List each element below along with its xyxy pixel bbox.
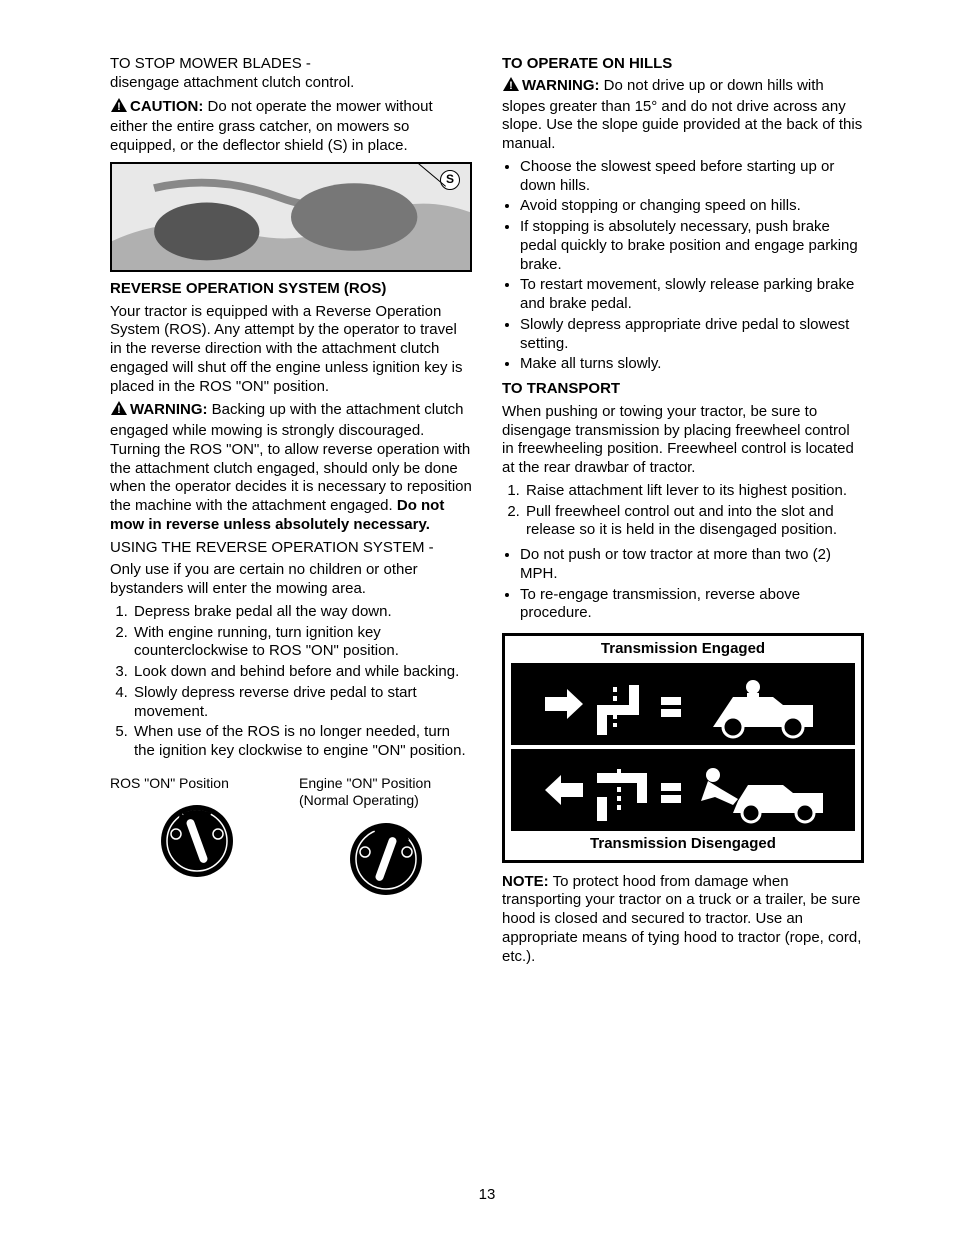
ros-steps-list: Depress brake pedal all the way down. Wi… (110, 603, 472, 761)
note-text: To protect hood from damage when transpo… (502, 873, 861, 965)
right-column: TO OPERATE ON HILLS ! WARNING: Do not dr… (502, 55, 864, 1176)
left-column: TO STOP MOWER BLADES - disengage attachm… (110, 55, 472, 1176)
hills-heading: TO OPERATE ON HILLS (502, 55, 864, 74)
list-item: When use of the ROS is no longer needed,… (132, 723, 472, 761)
list-item: Slowly depress reverse drive pedal to st… (132, 684, 472, 722)
list-item: Pull freewheel control out and into the … (524, 503, 864, 541)
ign-ros-icon (110, 802, 283, 885)
list-item: If stopping is absolutely necessary, pus… (520, 218, 864, 274)
list-item: Do not push or tow tractor at more than … (520, 546, 864, 584)
list-item: Avoid stopping or changing speed on hill… (520, 197, 864, 216)
caution-icon: ! (110, 97, 128, 119)
deflector-diagram: S (110, 162, 472, 272)
list-item: Choose the slowest speed before starting… (520, 158, 864, 196)
ign-engine-label1: Engine "ON" Position (299, 775, 472, 793)
warning-icon: ! (110, 400, 128, 422)
page-number: 13 (110, 1176, 864, 1205)
transport-bullets: Do not push or tow tractor at more than … (502, 546, 864, 623)
list-item: Make all turns slowly. (520, 355, 864, 374)
hills-warning-label: WARNING: (522, 77, 600, 94)
list-item: To re-engage transmission, reverse above… (520, 586, 864, 624)
svg-text:!: ! (117, 404, 121, 416)
hills-bullets: Choose the slowest speed before starting… (502, 158, 864, 374)
stop-blades-title: TO STOP MOWER BLADES - (110, 55, 311, 72)
svg-text:!: ! (117, 101, 121, 113)
ign-engine-label2: (Normal Operating) (299, 792, 472, 810)
ros-warning-label: WARNING: (130, 401, 208, 418)
ros-heading: REVERSE OPERATION SYSTEM (ROS) (110, 280, 472, 299)
list-item: Raise attachment lift lever to its highe… (524, 482, 864, 501)
note-label: NOTE: (502, 873, 549, 890)
caution-label: CAUTION: (130, 98, 203, 115)
svg-text:!: ! (509, 80, 513, 92)
trans-disengaged-panel (511, 749, 855, 831)
using-ros-intro: Only use if you are certain no children … (110, 561, 472, 599)
ignition-row: ROS "ON" Position E (110, 775, 472, 903)
list-item: Depress brake pedal all the way down. (132, 603, 472, 622)
warning-icon: ! (502, 76, 520, 98)
list-item: Slowly depress appropriate drive pedal t… (520, 316, 864, 354)
ros-text: Your tractor is equipped with a Reverse … (110, 303, 472, 397)
transport-steps: Raise attachment lift lever to its highe… (502, 482, 864, 540)
transport-intro: When pushing or towing your tractor, be … (502, 403, 864, 478)
ign-engine-icon (299, 820, 472, 903)
list-item: Look down and behind before and while ba… (132, 663, 472, 682)
list-item: To restart movement, slowly release park… (520, 276, 864, 314)
transmission-diagram: Transmission Engaged (502, 633, 864, 863)
list-item: With engine running, turn ignition key c… (132, 624, 472, 662)
ign-ros-label: ROS "ON" Position (110, 775, 283, 793)
using-ros-title: USING THE REVERSE OPERATION SYSTEM - (110, 539, 472, 558)
transport-heading: TO TRANSPORT (502, 380, 864, 399)
trans-disengaged-label: Transmission Disengaged (511, 835, 855, 854)
trans-engaged-label: Transmission Engaged (511, 640, 855, 659)
trans-engaged-panel (511, 663, 855, 745)
stop-blades-text: disengage attachment clutch control. (110, 74, 354, 91)
